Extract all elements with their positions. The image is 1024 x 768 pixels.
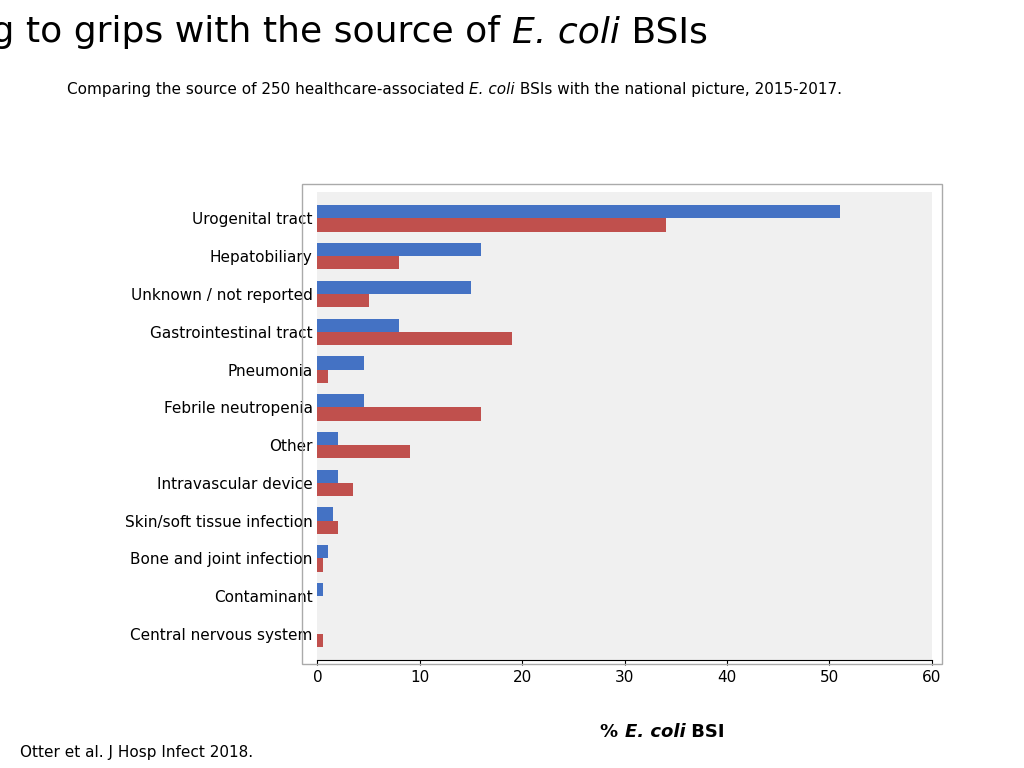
Bar (317, 432, 338, 445)
Text: Comparing the source of 250 healthcare-associated: Comparing the source of 250 healthcare-a… (67, 81, 469, 97)
Bar (317, 445, 410, 458)
Bar (317, 205, 840, 218)
Text: BSIs with the national picture, 2015-2017.: BSIs with the national picture, 2015-201… (514, 81, 842, 97)
Bar (317, 470, 338, 483)
Text: E. coli: E. coli (469, 81, 514, 97)
Text: Comparing the source of 250 healthcare-associated: Comparing the source of 250 healthcare-a… (67, 81, 469, 97)
Text: E. coli: E. coli (469, 81, 514, 97)
Bar (317, 356, 364, 369)
Bar (317, 407, 481, 421)
Bar (317, 583, 323, 596)
Bar (317, 508, 333, 521)
Bar (317, 634, 323, 647)
Text: BSI: BSI (685, 723, 725, 741)
Bar (317, 281, 471, 294)
Bar (317, 218, 666, 232)
Text: E. coli: E. coli (625, 723, 685, 741)
Bar (317, 545, 328, 558)
Bar (317, 243, 481, 257)
Bar (317, 294, 369, 307)
Bar (317, 369, 328, 382)
Bar (317, 483, 353, 496)
Text: E. coli: E. coli (625, 723, 685, 741)
Text: E. coli: E. coli (512, 15, 620, 49)
Bar (317, 558, 323, 571)
Bar (317, 394, 364, 407)
Text: Otter et al. J Hosp Infect 2018.: Otter et al. J Hosp Infect 2018. (20, 745, 254, 760)
Text: %: % (600, 723, 625, 741)
Bar (317, 521, 338, 534)
Bar (317, 257, 399, 270)
Text: BSIs: BSIs (620, 15, 708, 49)
Text: E. coli: E. coli (512, 15, 620, 49)
Bar (317, 319, 399, 332)
Text: Getting to grips with the source of: Getting to grips with the source of (0, 15, 512, 49)
Bar (317, 332, 512, 345)
